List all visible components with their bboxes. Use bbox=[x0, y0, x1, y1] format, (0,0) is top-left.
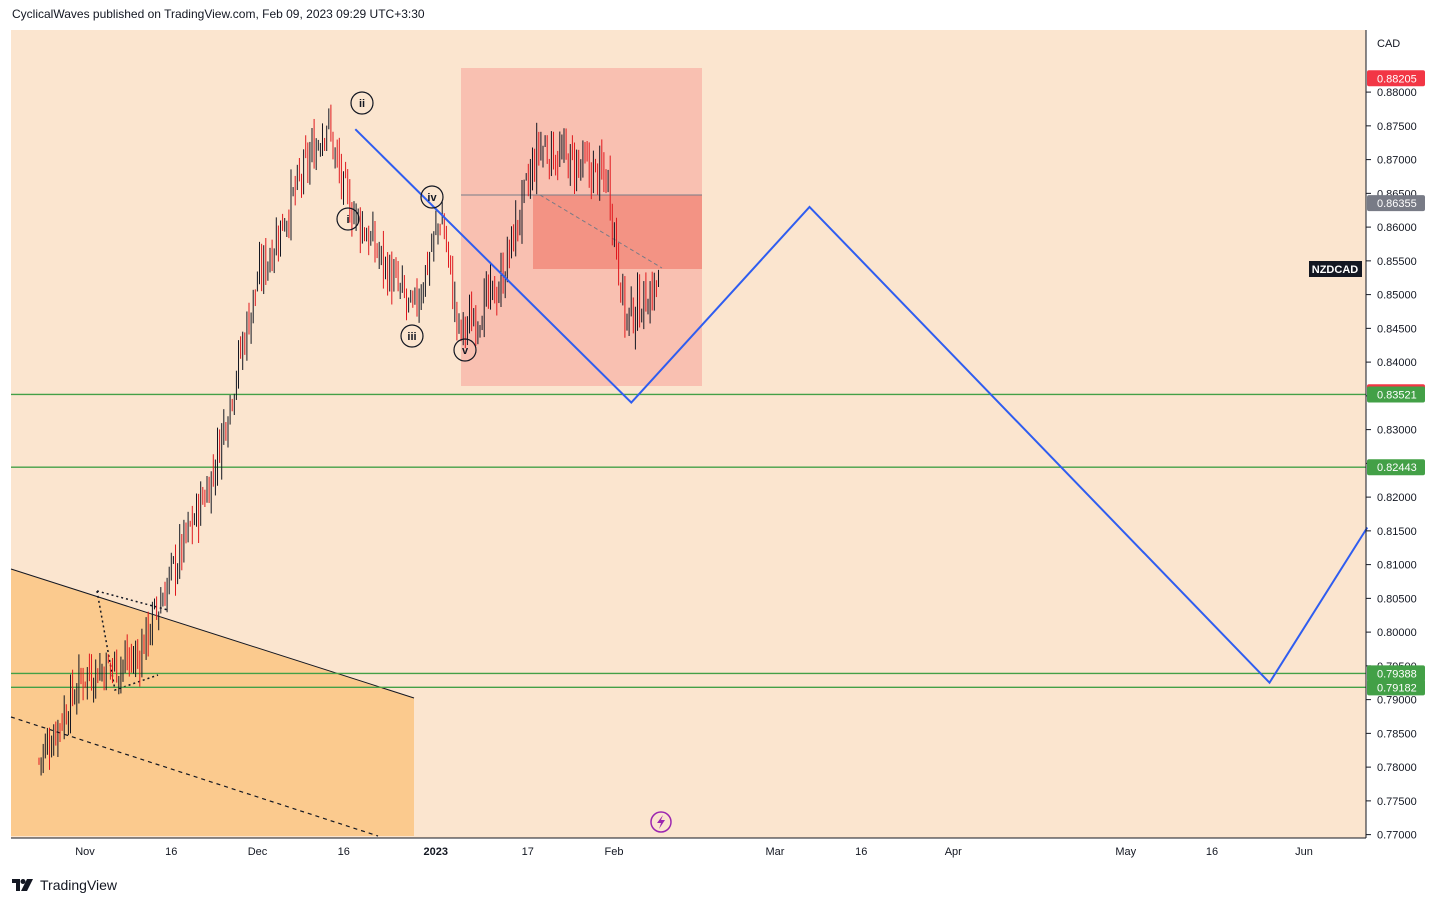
currency-label: CAD bbox=[1377, 38, 1400, 50]
time-tick-label: 16 bbox=[855, 846, 867, 858]
time-tick-label: Mar bbox=[766, 846, 785, 858]
tradingview-footer[interactable]: TradingView bbox=[12, 877, 117, 893]
svg-text:i: i bbox=[346, 214, 349, 226]
price-tick-label: 0.85500 bbox=[1377, 256, 1417, 268]
price-tick-label: 0.84000 bbox=[1377, 357, 1417, 369]
time-tick-label: Nov bbox=[75, 846, 95, 858]
price-tick-label: 0.80000 bbox=[1377, 627, 1417, 639]
wedge-fill bbox=[11, 569, 414, 836]
price-badge bbox=[1367, 195, 1425, 212]
price-tick-label: 0.86000 bbox=[1377, 222, 1417, 234]
time-tick-label: May bbox=[1115, 846, 1136, 858]
price-tick-label: 0.82000 bbox=[1377, 492, 1417, 504]
price-tick-label: 0.78000 bbox=[1377, 762, 1417, 774]
time-tick-label: Jun bbox=[1295, 846, 1313, 858]
wave-label-iii: iii bbox=[400, 324, 424, 348]
price-badge bbox=[1367, 70, 1425, 87]
time-tick-label: 16 bbox=[165, 846, 177, 858]
svg-text:iv: iv bbox=[427, 192, 437, 204]
wedge-lower-dashed-line bbox=[10, 716, 379, 837]
price-badge-label: 0.83521 bbox=[1377, 389, 1417, 401]
time-tick-label: 16 bbox=[1206, 846, 1218, 858]
price-badge bbox=[1367, 665, 1425, 682]
price-tick-label: 0.79000 bbox=[1377, 695, 1417, 707]
lightning-icon[interactable] bbox=[650, 811, 672, 833]
time-tick-label: 2023 bbox=[424, 846, 448, 858]
price-tick-label: 0.78500 bbox=[1377, 728, 1417, 740]
price-badge-label: 0.79182 bbox=[1377, 682, 1417, 694]
price-tick-label: 0.87000 bbox=[1377, 155, 1417, 167]
time-tick-label: 16 bbox=[338, 846, 350, 858]
wave-label-iv: iv bbox=[420, 185, 444, 209]
price-tick-label: 0.88000 bbox=[1377, 87, 1417, 99]
svg-text:iii: iii bbox=[407, 331, 416, 343]
svg-text:ii: ii bbox=[359, 98, 365, 110]
price-badge-label: 0.88205 bbox=[1377, 73, 1417, 85]
price-badge-label: 0.79388 bbox=[1377, 668, 1417, 680]
price-badge-label: 0.82443 bbox=[1377, 462, 1417, 474]
price-tick-label: 0.80500 bbox=[1377, 593, 1417, 605]
trade-dashed-line bbox=[539, 194, 663, 269]
price-tick-label: 0.77500 bbox=[1377, 796, 1417, 808]
price-tick-label: 0.81500 bbox=[1377, 526, 1417, 538]
wave-label-i: i bbox=[336, 207, 360, 231]
price-badge bbox=[1367, 679, 1425, 696]
time-tick-label: Dec bbox=[248, 846, 268, 858]
candlestick-series bbox=[38, 104, 659, 776]
price-badge bbox=[1367, 386, 1425, 403]
price-tick-label: 0.87500 bbox=[1377, 121, 1417, 133]
price-badge-label: 0.86355 bbox=[1377, 198, 1417, 210]
brand-name: TradingView bbox=[40, 877, 118, 893]
time-axis-ticks[interactable]: Nov 16 Dec 16 2023 17 Feb Mar 16 Apr May 16 Jun bbox=[75, 846, 1313, 858]
support-lines bbox=[11, 393, 1366, 688]
projection-path[interactable] bbox=[354, 128, 1369, 685]
wedge-upper-line bbox=[10, 568, 415, 699]
symbol-tag bbox=[1309, 261, 1362, 277]
time-tick-label: 17 bbox=[522, 846, 534, 858]
chart-canvas[interactable]: i ii iii iv v CAD 0.88000 0.87500 0.87000 0… bbox=[0, 0, 1440, 870]
symbol-label: NZDCAD bbox=[1312, 264, 1358, 276]
price-badges: 0.882050.863550.835540.835210.824430.793… bbox=[1367, 70, 1425, 696]
time-tick-label: Apr bbox=[945, 846, 962, 858]
price-tick-label: 0.85000 bbox=[1377, 290, 1417, 302]
price-badge bbox=[1367, 459, 1425, 476]
price-tick-label: 0.84500 bbox=[1377, 323, 1417, 335]
svg-text:v: v bbox=[462, 345, 469, 357]
triangle-bottom-dotted bbox=[96, 590, 159, 691]
time-tick-label: Feb bbox=[605, 846, 624, 858]
price-tick-label: 0.83000 bbox=[1377, 425, 1417, 437]
wave-label-v: v bbox=[453, 338, 477, 362]
wave-label-ii: ii bbox=[350, 91, 374, 115]
tradingview-logo-icon bbox=[12, 879, 33, 891]
price-tick-label: 0.81000 bbox=[1377, 560, 1417, 572]
publish-info: CyclicalWaves published on TradingView.c… bbox=[12, 7, 425, 21]
price-tick-label: 0.77000 bbox=[1377, 830, 1417, 842]
